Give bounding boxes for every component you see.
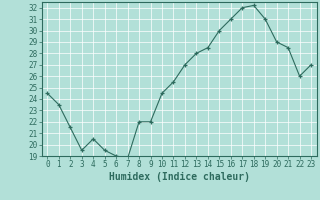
- X-axis label: Humidex (Indice chaleur): Humidex (Indice chaleur): [109, 172, 250, 182]
